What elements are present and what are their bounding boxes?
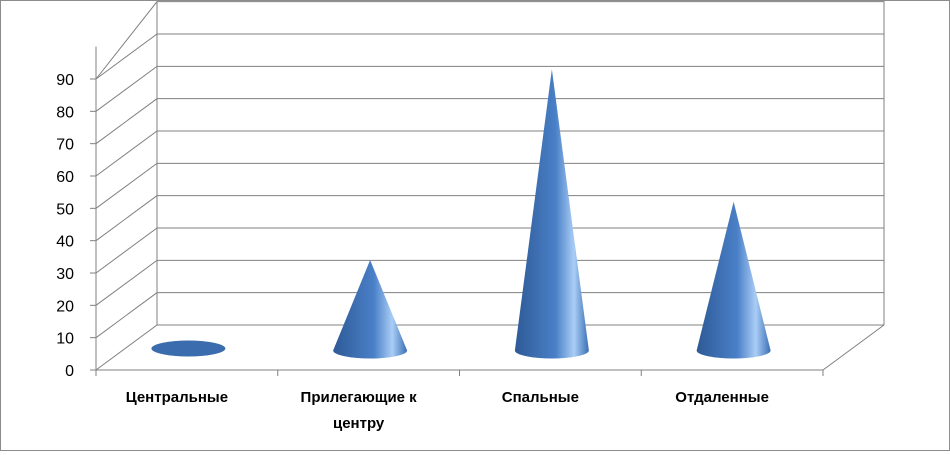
y-axis-ticks: 0 10 20 30 40 50 60 70 80 90 [56, 72, 74, 380]
y-tick-label: 70 [56, 137, 74, 154]
gridline [95, 130, 884, 177]
gridline [95, 98, 884, 145]
cone-2 [514, 69, 589, 359]
x-category-label: Спальные [502, 389, 579, 406]
x-category-label: Центральные [126, 389, 228, 406]
axis-lines [95, 1, 885, 371]
cone-1 [333, 259, 408, 359]
cones [151, 69, 771, 359]
gridline [95, 33, 884, 80]
y-tick-label: 20 [56, 298, 74, 315]
cone-3 [696, 201, 771, 359]
gridline [95, 292, 884, 339]
gridline [95, 195, 884, 242]
x-axis-labels: Центральные Прилегающие к центру Спальные От… [126, 389, 769, 432]
x-category-label: Прилегающие к центру [301, 389, 418, 432]
y-tick-label: 90 [56, 72, 74, 89]
y-tick-label: 0 [65, 363, 74, 380]
y-tick-label: 80 [56, 104, 74, 121]
gridline [95, 65, 884, 112]
x-category-label: Отдаленные [675, 389, 769, 406]
y-tick-label: 10 [56, 331, 74, 348]
gridline [95, 227, 884, 274]
y-tick-label: 30 [56, 266, 74, 283]
cone-0 [151, 340, 226, 357]
y-tick-label: 40 [56, 234, 74, 251]
gridline [95, 259, 884, 306]
gridline [95, 162, 884, 209]
y-tick-label: 50 [56, 201, 74, 218]
wall-edge [95, 1, 885, 325]
grid-layer [90, 1, 885, 376]
y-tick-label: 60 [56, 169, 74, 186]
